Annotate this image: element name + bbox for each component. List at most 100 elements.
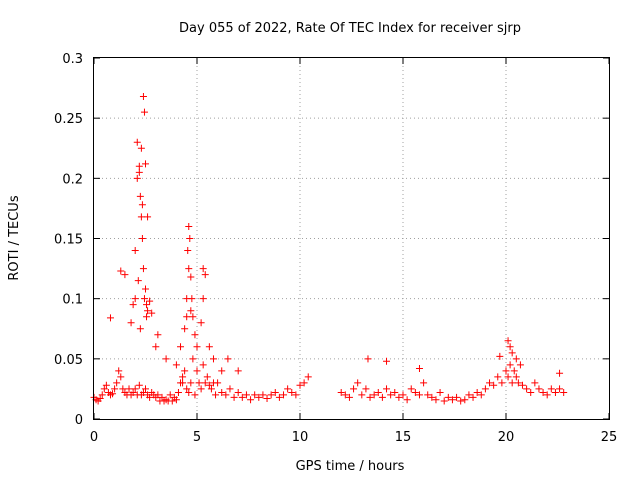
data-point <box>366 393 374 401</box>
data-point <box>527 389 535 397</box>
data-point <box>461 396 469 404</box>
data-point <box>199 295 207 303</box>
data-point <box>234 367 242 375</box>
data-point <box>140 108 148 116</box>
data-point <box>420 379 428 387</box>
data-point <box>189 313 197 321</box>
data-point <box>251 391 259 399</box>
data-point <box>193 343 201 351</box>
data-point <box>263 395 271 403</box>
data-point <box>144 213 152 221</box>
data-point <box>362 385 370 393</box>
data-point <box>259 391 267 399</box>
data-point <box>179 373 187 381</box>
data-point <box>115 367 123 375</box>
data-point <box>131 295 139 303</box>
data-point <box>473 389 481 397</box>
data-point <box>172 361 180 369</box>
data-point <box>415 391 423 399</box>
data-point <box>284 385 292 393</box>
data-point <box>218 367 226 375</box>
data-point <box>539 389 547 397</box>
data-point <box>191 391 199 399</box>
data-point <box>142 160 149 168</box>
data-point <box>504 337 512 345</box>
data-point <box>136 192 144 200</box>
data-point <box>183 313 191 321</box>
data-point <box>547 385 555 393</box>
x-axis-label: GPS time / hours <box>296 459 405 474</box>
data-point <box>391 389 399 397</box>
data-point <box>224 355 232 363</box>
data-point <box>197 319 205 327</box>
data-point <box>154 391 162 399</box>
data-point <box>531 379 539 387</box>
data-point <box>498 379 506 387</box>
x-tick-label: 15 <box>395 430 412 445</box>
data-point <box>436 389 444 397</box>
data-point <box>138 201 146 209</box>
data-point <box>135 162 143 170</box>
data-point <box>201 379 209 387</box>
data-point <box>199 361 207 369</box>
data-point <box>292 391 300 399</box>
data-point <box>140 295 148 303</box>
y-tick-label: 0.1 <box>62 293 83 308</box>
x-tick-labels: 0 5 10 15 20 25 <box>90 430 617 445</box>
data-point <box>183 385 191 393</box>
data-point <box>187 379 195 387</box>
data-point <box>109 390 117 398</box>
data-point <box>201 271 209 279</box>
data-point <box>395 393 403 401</box>
data-point <box>337 389 345 397</box>
data-point <box>154 331 162 339</box>
data-point <box>457 397 465 405</box>
data-point <box>300 379 308 387</box>
data-point <box>486 379 494 387</box>
data-point <box>288 389 296 397</box>
data-point <box>496 352 504 360</box>
data-point <box>512 355 520 363</box>
y-tick-labels: 0 0.05 0.1 0.15 0.2 0.25 0.3 <box>54 52 83 428</box>
data-point <box>139 389 147 397</box>
data-point <box>174 389 182 397</box>
data-point <box>131 247 139 255</box>
data-point <box>469 393 477 401</box>
y-tick-label: 0.05 <box>54 353 83 368</box>
data-point <box>238 393 246 401</box>
data-point <box>508 379 516 387</box>
data-point <box>387 391 395 399</box>
data-point <box>181 325 189 333</box>
data-point <box>185 389 193 397</box>
data-point <box>275 393 283 401</box>
data-point <box>144 307 152 315</box>
data-point <box>185 265 193 273</box>
data-point <box>212 391 220 399</box>
data-point <box>370 391 378 399</box>
data-point <box>304 373 312 381</box>
data-point <box>117 267 125 275</box>
data-point <box>187 273 195 281</box>
data-point <box>119 385 127 393</box>
data-point <box>448 396 456 404</box>
data-point <box>407 385 415 393</box>
plot-frame <box>93 57 610 420</box>
data-point <box>247 396 255 404</box>
data-point <box>197 385 205 393</box>
data-point <box>131 385 139 393</box>
data-point <box>428 393 436 401</box>
data-point <box>203 373 211 381</box>
data-point <box>102 381 110 389</box>
data-point <box>378 393 386 401</box>
data-point <box>411 389 419 397</box>
data-point <box>374 389 382 397</box>
data-point <box>508 349 516 357</box>
data-point <box>135 168 143 176</box>
data-point <box>129 389 137 397</box>
data-point <box>506 361 514 369</box>
data-point <box>179 379 187 387</box>
y-tick-label: 0.3 <box>62 52 83 67</box>
data-point <box>183 295 191 303</box>
chart-title: Day 055 of 2022, Rate Of TEC Index for r… <box>179 21 521 36</box>
